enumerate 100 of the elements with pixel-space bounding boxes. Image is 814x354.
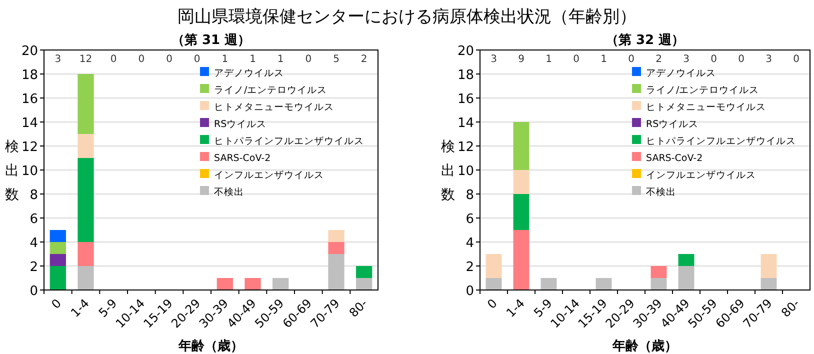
y-tick-label: 20 (457, 44, 474, 59)
annotation: 1 (222, 54, 228, 65)
legend-label: 不検出 (214, 186, 244, 198)
bar (486, 254, 502, 278)
legend-label: ライノ/エンテロウイルス (646, 85, 760, 96)
y-tick-label: 14 (457, 116, 474, 131)
bar (513, 194, 530, 230)
x-tick-label: 80- (778, 296, 802, 320)
bar (78, 158, 94, 242)
annotation: 1 (277, 54, 284, 65)
y-tick-label: 4 (30, 236, 38, 251)
annotation: 2 (360, 54, 368, 65)
y-tick-label: 10 (21, 164, 38, 179)
x-tick-label: 80- (346, 296, 370, 320)
bar (513, 170, 530, 194)
annotation: 0 (628, 54, 634, 65)
annotation: 0 (305, 54, 312, 65)
bar (760, 254, 777, 278)
annotation: 0 (166, 54, 172, 65)
annotation: 0 (710, 54, 717, 65)
annotation: 3 (683, 54, 690, 65)
y-tick-label: 8 (30, 188, 38, 203)
legend-label: SARS-CoV-2 (646, 153, 703, 164)
x-tick-label: 0 (484, 296, 500, 312)
bar (513, 230, 530, 290)
x-tick-label: 1-4 (68, 296, 92, 320)
y-tick-label: 18 (21, 68, 38, 83)
bar (650, 278, 667, 290)
x-axis-title: 年齢（歳） (612, 339, 678, 354)
legend-label: ヒトパラインフルエンザウイルス (646, 136, 796, 147)
bar (328, 230, 344, 242)
y-tick-label: 2 (466, 260, 474, 275)
legend-label: インフルエンザウイルス (214, 170, 324, 181)
bar (78, 74, 94, 134)
y-tick-label: 20 (21, 44, 38, 59)
legend-label: SARS-CoV-2 (214, 153, 271, 164)
bar (78, 266, 94, 290)
legend-label: ヒトパラインフルエンザウイルス (214, 136, 364, 147)
y-tick-label: 14 (21, 116, 38, 131)
bar (760, 278, 777, 290)
bar (50, 266, 66, 290)
bar (50, 254, 66, 266)
y-tick-label: 12 (21, 140, 38, 155)
y-tick-label: 16 (21, 92, 38, 107)
bar (356, 266, 372, 278)
legend-label: 不検出 (646, 186, 676, 198)
y-tick-label: 0 (466, 284, 474, 299)
legend-label: ヒトメタニューモウイルス (646, 102, 766, 113)
annotation: 12 (79, 54, 92, 65)
bar (486, 278, 502, 290)
annotation: 0 (194, 54, 200, 65)
legend-label: RSウイルス (214, 119, 267, 130)
bar (356, 278, 372, 290)
legend-label: インフルエンザウイルス (646, 170, 756, 181)
annotation: 1 (600, 54, 607, 65)
bar (50, 242, 66, 254)
annotation: 0 (738, 54, 744, 65)
chart-title: 岡山県環境保健センターにおける病原体検出状況（年齢別） (178, 7, 636, 27)
chart-subtitle: （第 31 週） (171, 33, 251, 48)
chart-subtitle: （第 32 週） (605, 33, 685, 48)
bar (328, 254, 344, 290)
bar (216, 278, 233, 290)
y-axis-title: 検出数 (5, 139, 19, 203)
y-tick-label: 6 (466, 212, 474, 227)
y-tick-label: 16 (457, 92, 474, 107)
x-tick-label: 0 (48, 296, 64, 312)
y-tick-label: 2 (30, 260, 38, 275)
annotation: 3 (490, 54, 497, 65)
legend-label: RSウイルス (646, 119, 699, 130)
y-tick-label: 8 (466, 188, 474, 203)
bar (78, 242, 94, 266)
annotation: 0 (110, 54, 117, 65)
annotation: 5 (333, 54, 340, 65)
annotation: 9 (518, 54, 524, 65)
legend-label: ライノ/エンテロウイルス (214, 85, 328, 96)
y-tick-label: 0 (30, 284, 38, 299)
annotation: 1 (250, 54, 256, 65)
bar (678, 254, 694, 266)
bar (513, 122, 530, 170)
x-axis-title: 年齢（歳） (178, 339, 244, 354)
annotation: 1 (546, 54, 552, 65)
bar (650, 266, 667, 278)
annotation: 0 (793, 54, 800, 65)
annotation: 0 (573, 54, 580, 65)
x-tick-label: 5-9 (96, 296, 120, 320)
bar (328, 242, 344, 254)
bar (78, 134, 94, 158)
bar (272, 278, 289, 290)
annotation: 2 (656, 54, 662, 65)
legend-label: アデノウイルス (646, 68, 716, 79)
legend-label: アデノウイルス (214, 68, 284, 79)
legend-label: ヒトメタニューモウイルス (214, 102, 334, 113)
bar (540, 278, 557, 290)
bar (50, 230, 66, 242)
x-tick-label: 1-4 (504, 296, 528, 320)
y-tick-label: 10 (457, 164, 474, 179)
annotation: 3 (54, 54, 62, 65)
annotation: 3 (766, 54, 772, 65)
y-tick-label: 4 (466, 236, 474, 251)
y-axis-title: 検出数 (441, 139, 455, 203)
